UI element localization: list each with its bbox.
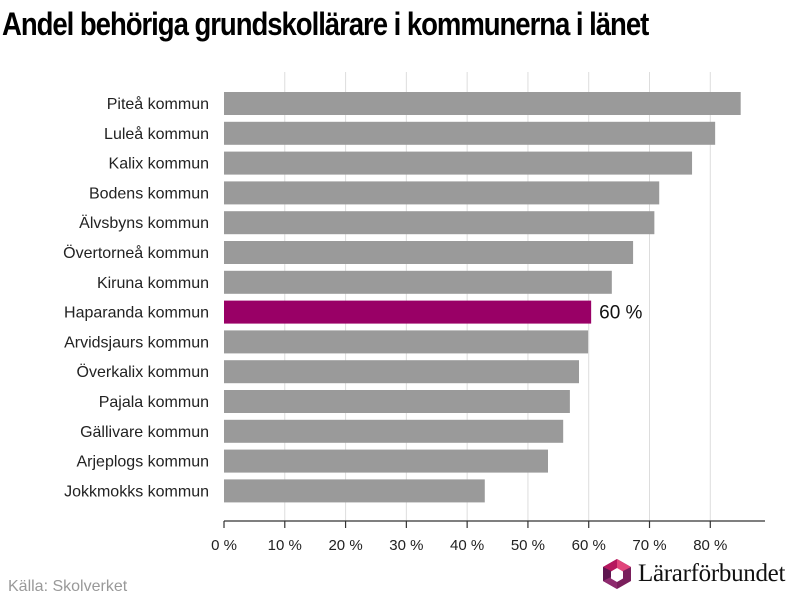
bar [224,449,548,473]
category-label: Luleå kommun [104,125,209,143]
bar [224,479,485,503]
category-label: Bodens kommun [89,185,209,202]
chart-title: Andel behöriga grundskollärare i kommune… [2,6,649,42]
bar-chart: 60 % Piteå kommun Luleå kommun Kalix kommu… [63,72,765,554]
x-tick-label: 20 % [328,537,362,554]
bar [224,121,716,145]
source-note: Källa: Skolverket [8,578,128,595]
category-label: Kiruna kommun [97,275,209,292]
logo-text: Lärarförbundet [638,560,786,587]
x-tick-label: 70 % [632,537,666,554]
bars: 60 % [224,92,741,503]
bar [224,270,612,294]
bar [224,419,564,443]
bar [224,390,570,413]
bar [224,241,634,264]
x-tick-label: 30 % [389,537,423,554]
bar [224,92,741,115]
x-tick-label: 60 % [572,537,606,554]
x-tick-label: 50 % [511,537,545,554]
bar [224,360,579,384]
x-tick-label: 0 % [211,537,237,554]
x-tick-label: 80 % [693,537,727,554]
lararforbundet-logo-icon [603,559,631,589]
x-tick-label: 10 % [268,537,302,554]
x-tick-label: 40 % [450,537,484,554]
bar [224,151,693,175]
category-label: Arvidsjaurs kommun [64,334,209,351]
bar [224,330,589,354]
category-label: Jokkmokks kommun [64,483,209,500]
category-label: Arjeplogs kommun [77,454,210,471]
category-label: Pajala kommun [99,394,209,411]
bar [224,181,660,205]
category-label: Överkalix kommun [77,363,209,381]
category-label: Gällivare kommun [80,424,209,441]
grid-lines [284,72,711,521]
category-label: Övertorneå kommun [63,244,209,262]
lararforbundet-logo: Lärarförbundet [602,558,785,590]
category-label: Älvsbyns kommun [79,214,209,232]
bar-highlight [224,300,592,324]
category-labels: Piteå kommun Luleå kommun Kalix kommun Bode… [63,95,209,500]
category-label: Piteå kommun [107,95,209,113]
bar [224,211,655,235]
category-label: Haparanda kommun [64,305,209,322]
highlight-value-label: 60 % [599,303,642,324]
x-axis: 0 % 10 % 20 % 30 % 40 % 50 % 60 % 70 % 80 % [211,520,765,554]
category-label: Kalix kommun [109,156,209,173]
